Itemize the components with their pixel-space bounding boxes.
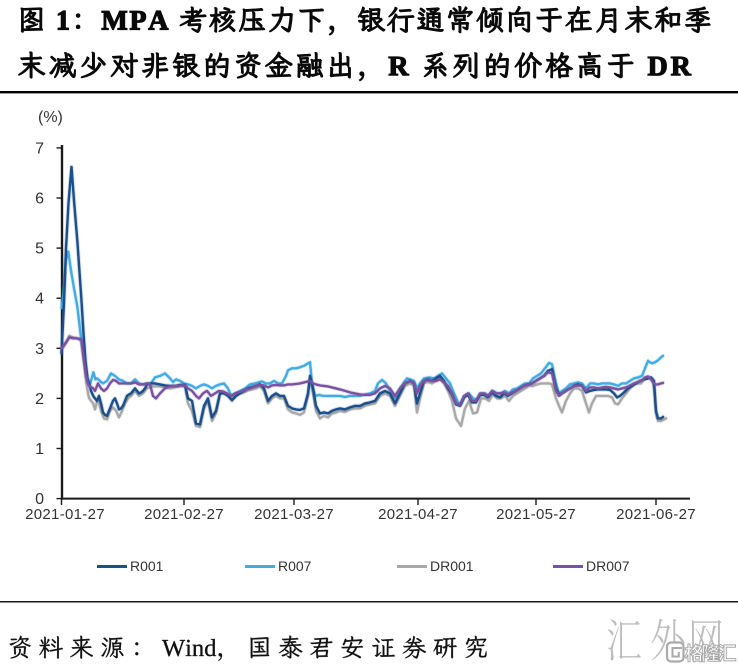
svg-text:2: 2 [35, 391, 44, 408]
svg-text:DR001: DR001 [430, 558, 474, 574]
svg-text:2021-04-27: 2021-04-27 [378, 506, 458, 523]
svg-text:DR007: DR007 [586, 558, 630, 574]
svg-text:6: 6 [35, 191, 44, 208]
svg-text:4: 4 [35, 291, 44, 308]
svg-text:R001: R001 [130, 558, 164, 574]
svg-text:3: 3 [35, 341, 44, 358]
svg-text:1: 1 [35, 441, 44, 458]
svg-text:2021-02-27: 2021-02-27 [144, 506, 224, 523]
svg-text:7: 7 [35, 140, 44, 157]
svg-text:(%): (%) [38, 109, 63, 126]
svg-text:R007: R007 [278, 558, 312, 574]
svg-text:2021-06-27: 2021-06-27 [616, 506, 696, 523]
svg-text:2021-03-27: 2021-03-27 [254, 506, 334, 523]
svg-text:5: 5 [35, 241, 44, 258]
svg-text:0: 0 [35, 491, 44, 508]
svg-text:2021-01-27: 2021-01-27 [25, 506, 105, 523]
svg-text:2021-05-27: 2021-05-27 [496, 506, 576, 523]
